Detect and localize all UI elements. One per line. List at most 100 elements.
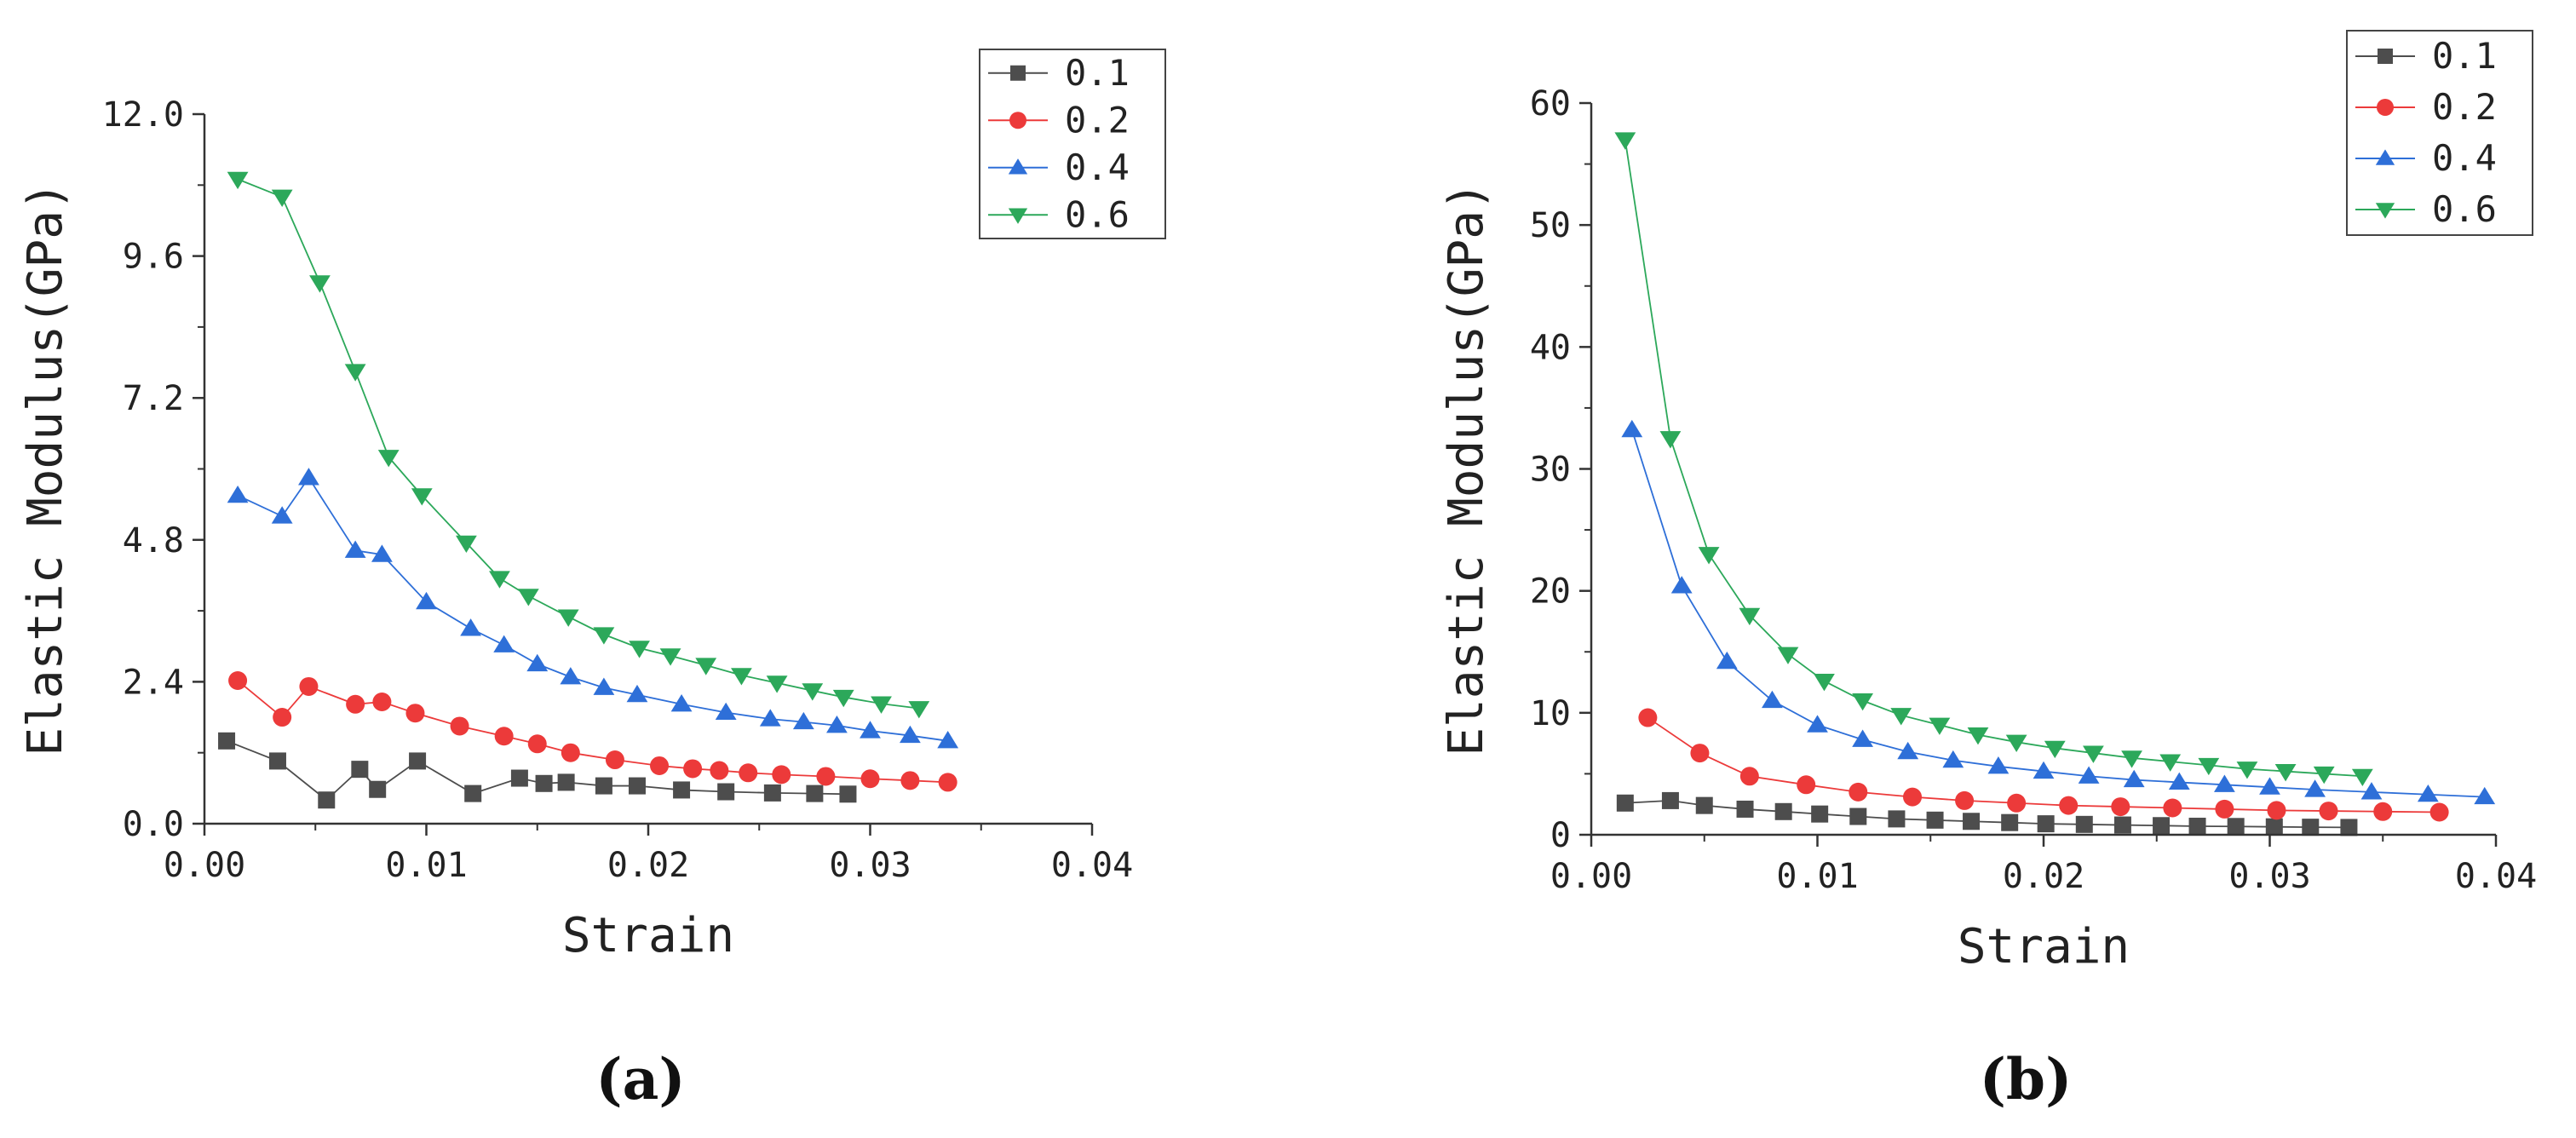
legend-swatch: [988, 65, 1048, 81]
data-point: [2078, 766, 2100, 784]
data-point: [1614, 132, 1636, 150]
data-point: [1955, 790, 1975, 810]
x-tick-label: 0.04: [2455, 857, 2537, 896]
data-point: [517, 589, 539, 606]
data-point: [1963, 813, 1981, 831]
legend-label: 0.6: [1065, 193, 1130, 235]
data-point: [1903, 787, 1923, 807]
y-tick-label: 50: [1530, 206, 1571, 245]
data-point: [605, 750, 624, 770]
x-tick-labels-a: 0.00 0.01 0.02 0.03 0.04: [164, 846, 1133, 885]
data-point: [2274, 764, 2297, 782]
data-point: [409, 752, 427, 770]
data-point: [455, 535, 477, 554]
x-tick-label: 0.00: [164, 846, 245, 885]
data-point: [2083, 745, 2104, 763]
data-point: [1739, 607, 1761, 626]
data-point: [405, 704, 425, 723]
legend-marker: [1008, 158, 1028, 175]
data-point: [309, 275, 331, 293]
series-0.4: [1621, 419, 2496, 805]
data-point: [731, 668, 752, 686]
data-point: [464, 785, 482, 802]
data-point: [318, 791, 336, 809]
y-tick-label: 9.6: [123, 238, 184, 277]
data-point: [1811, 805, 1829, 823]
data-point: [628, 777, 646, 795]
data-point: [593, 677, 615, 695]
data-point: [1797, 775, 1816, 795]
legend-label: 0.4: [1065, 147, 1130, 188]
data-point: [2373, 802, 2393, 821]
data-point: [710, 761, 729, 780]
legend-marker: [2375, 149, 2395, 165]
data-point: [557, 609, 579, 627]
data-point: [1888, 810, 1906, 828]
y-tick-label: 4.8: [123, 521, 184, 560]
data-point: [2215, 799, 2234, 819]
series-layer-a: [218, 171, 959, 809]
legend-swatch: [2355, 49, 2415, 64]
data-point: [493, 635, 515, 652]
data-point: [527, 734, 547, 754]
data-point: [1670, 576, 1693, 594]
data-point: [900, 771, 920, 790]
data-point: [899, 725, 921, 744]
data-point: [759, 709, 781, 727]
x-tick-label: 0.03: [829, 846, 911, 885]
data-point: [2121, 750, 2142, 768]
data-point: [298, 468, 319, 486]
series-0.2: [228, 671, 957, 792]
data-point: [2159, 754, 2182, 772]
data-point: [1774, 802, 1792, 820]
legend-b: 0.1 0.2 0.4 0.6: [2346, 30, 2533, 236]
legend-swatch: [988, 208, 1048, 224]
legend-entry: 0.6: [988, 193, 1130, 235]
data-point: [2267, 801, 2286, 820]
data-point: [557, 773, 575, 791]
data-point: [1695, 796, 1713, 814]
y-tick-label: 40: [1530, 328, 1571, 367]
x-axis-title-b: Strain: [1958, 919, 2130, 974]
panel-label-b: (b): [1980, 1046, 2073, 1112]
data-point: [2007, 793, 2027, 813]
legend-box-b: [2346, 30, 2533, 236]
legend-swatch: [2355, 99, 2415, 116]
data-point: [344, 540, 366, 558]
chart-panel-b: 0.00 0.01 0.02 0.03 0.04 0 10 20 30 40 5…: [1439, 30, 2537, 1112]
data-point: [1621, 419, 1643, 438]
data-point: [1739, 767, 1759, 786]
data-point: [1659, 431, 1682, 449]
data-point: [2360, 782, 2383, 800]
legend-swatch: [2355, 149, 2415, 165]
data-point: [2113, 816, 2131, 834]
data-point: [938, 773, 957, 792]
data-point: [1736, 800, 1754, 818]
x-tick-label: 0.00: [1550, 857, 1632, 896]
data-point: [450, 716, 469, 736]
series-line: [1647, 716, 2440, 813]
data-point: [839, 785, 857, 803]
y-axis-title-b: Elastic Modulus(GPa): [1439, 181, 1494, 756]
data-point: [1929, 717, 1951, 735]
data-point: [2236, 762, 2258, 779]
data-point: [2417, 784, 2439, 802]
x-tick-label: 0.01: [385, 846, 467, 885]
panel-label-a: (a): [595, 1046, 685, 1112]
data-point: [227, 171, 249, 190]
data-point: [2259, 777, 2280, 795]
data-point: [650, 756, 670, 775]
data-point: [2351, 768, 2373, 787]
data-point: [673, 781, 691, 799]
y-tick-label: 20: [1530, 572, 1571, 612]
data-point: [2033, 761, 2055, 779]
data-point: [228, 671, 248, 691]
data-point: [1638, 708, 1658, 727]
series-0.2: [1638, 708, 2449, 822]
data-point: [695, 658, 717, 675]
data-point: [2214, 774, 2235, 792]
y-tick-label: 0: [1550, 816, 1571, 855]
data-point: [526, 653, 549, 672]
legend-entry: 0.2: [2355, 86, 2497, 128]
data-point: [717, 783, 735, 801]
